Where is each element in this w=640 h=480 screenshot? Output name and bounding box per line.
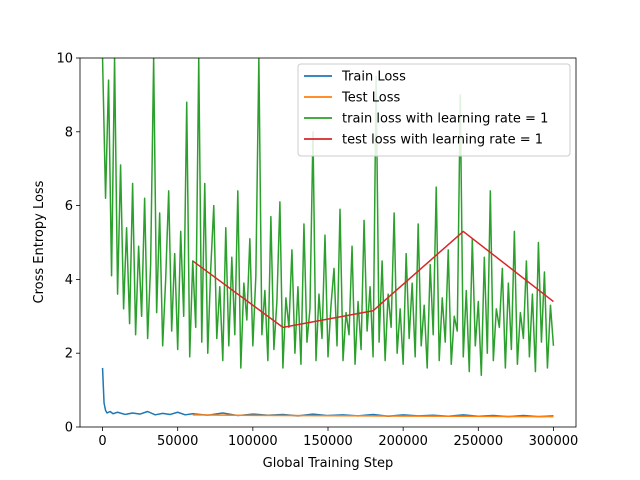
- legend-label-3: test loss with learning rate = 1: [342, 133, 543, 148]
- series-line-3: [192, 230, 554, 329]
- y-axis-title: Cross Entropy Loss: [32, 180, 47, 303]
- series-line-2: [101, 58, 555, 377]
- x-tick-label: 200000: [378, 434, 428, 449]
- x-tick-label: 250000: [453, 434, 503, 449]
- y-tick-label: 2: [65, 347, 73, 362]
- x-tick-label: 300000: [529, 434, 579, 449]
- y-tick-label: 10: [56, 52, 73, 67]
- legend-label-0: Train Loss: [341, 70, 406, 85]
- legend-label-2: train loss with learning rate = 1: [342, 112, 548, 127]
- x-tick-label: 50000: [157, 434, 198, 449]
- axes: 0 50000 100000 150000 200000 250000 300000 0 2 4 6…: [56, 52, 578, 450]
- x-axis-title: Global Training Step: [263, 456, 394, 471]
- legend-box: [297, 63, 571, 157]
- y-tick-label: 8: [65, 125, 73, 140]
- legend: Train Loss Test Loss train loss with learn…: [297, 63, 571, 157]
- legend-label-1: Test Loss: [341, 91, 400, 106]
- x-tick-label: 0: [98, 434, 106, 449]
- y-tick-label: 6: [65, 199, 73, 214]
- y-tick-label: 4: [65, 273, 73, 288]
- x-tick-label: 150000: [303, 434, 353, 449]
- series-line-1: [192, 414, 554, 418]
- x-tick-label: 100000: [228, 434, 278, 449]
- plot-area: [101, 58, 555, 418]
- y-tick-label: 0: [65, 421, 73, 436]
